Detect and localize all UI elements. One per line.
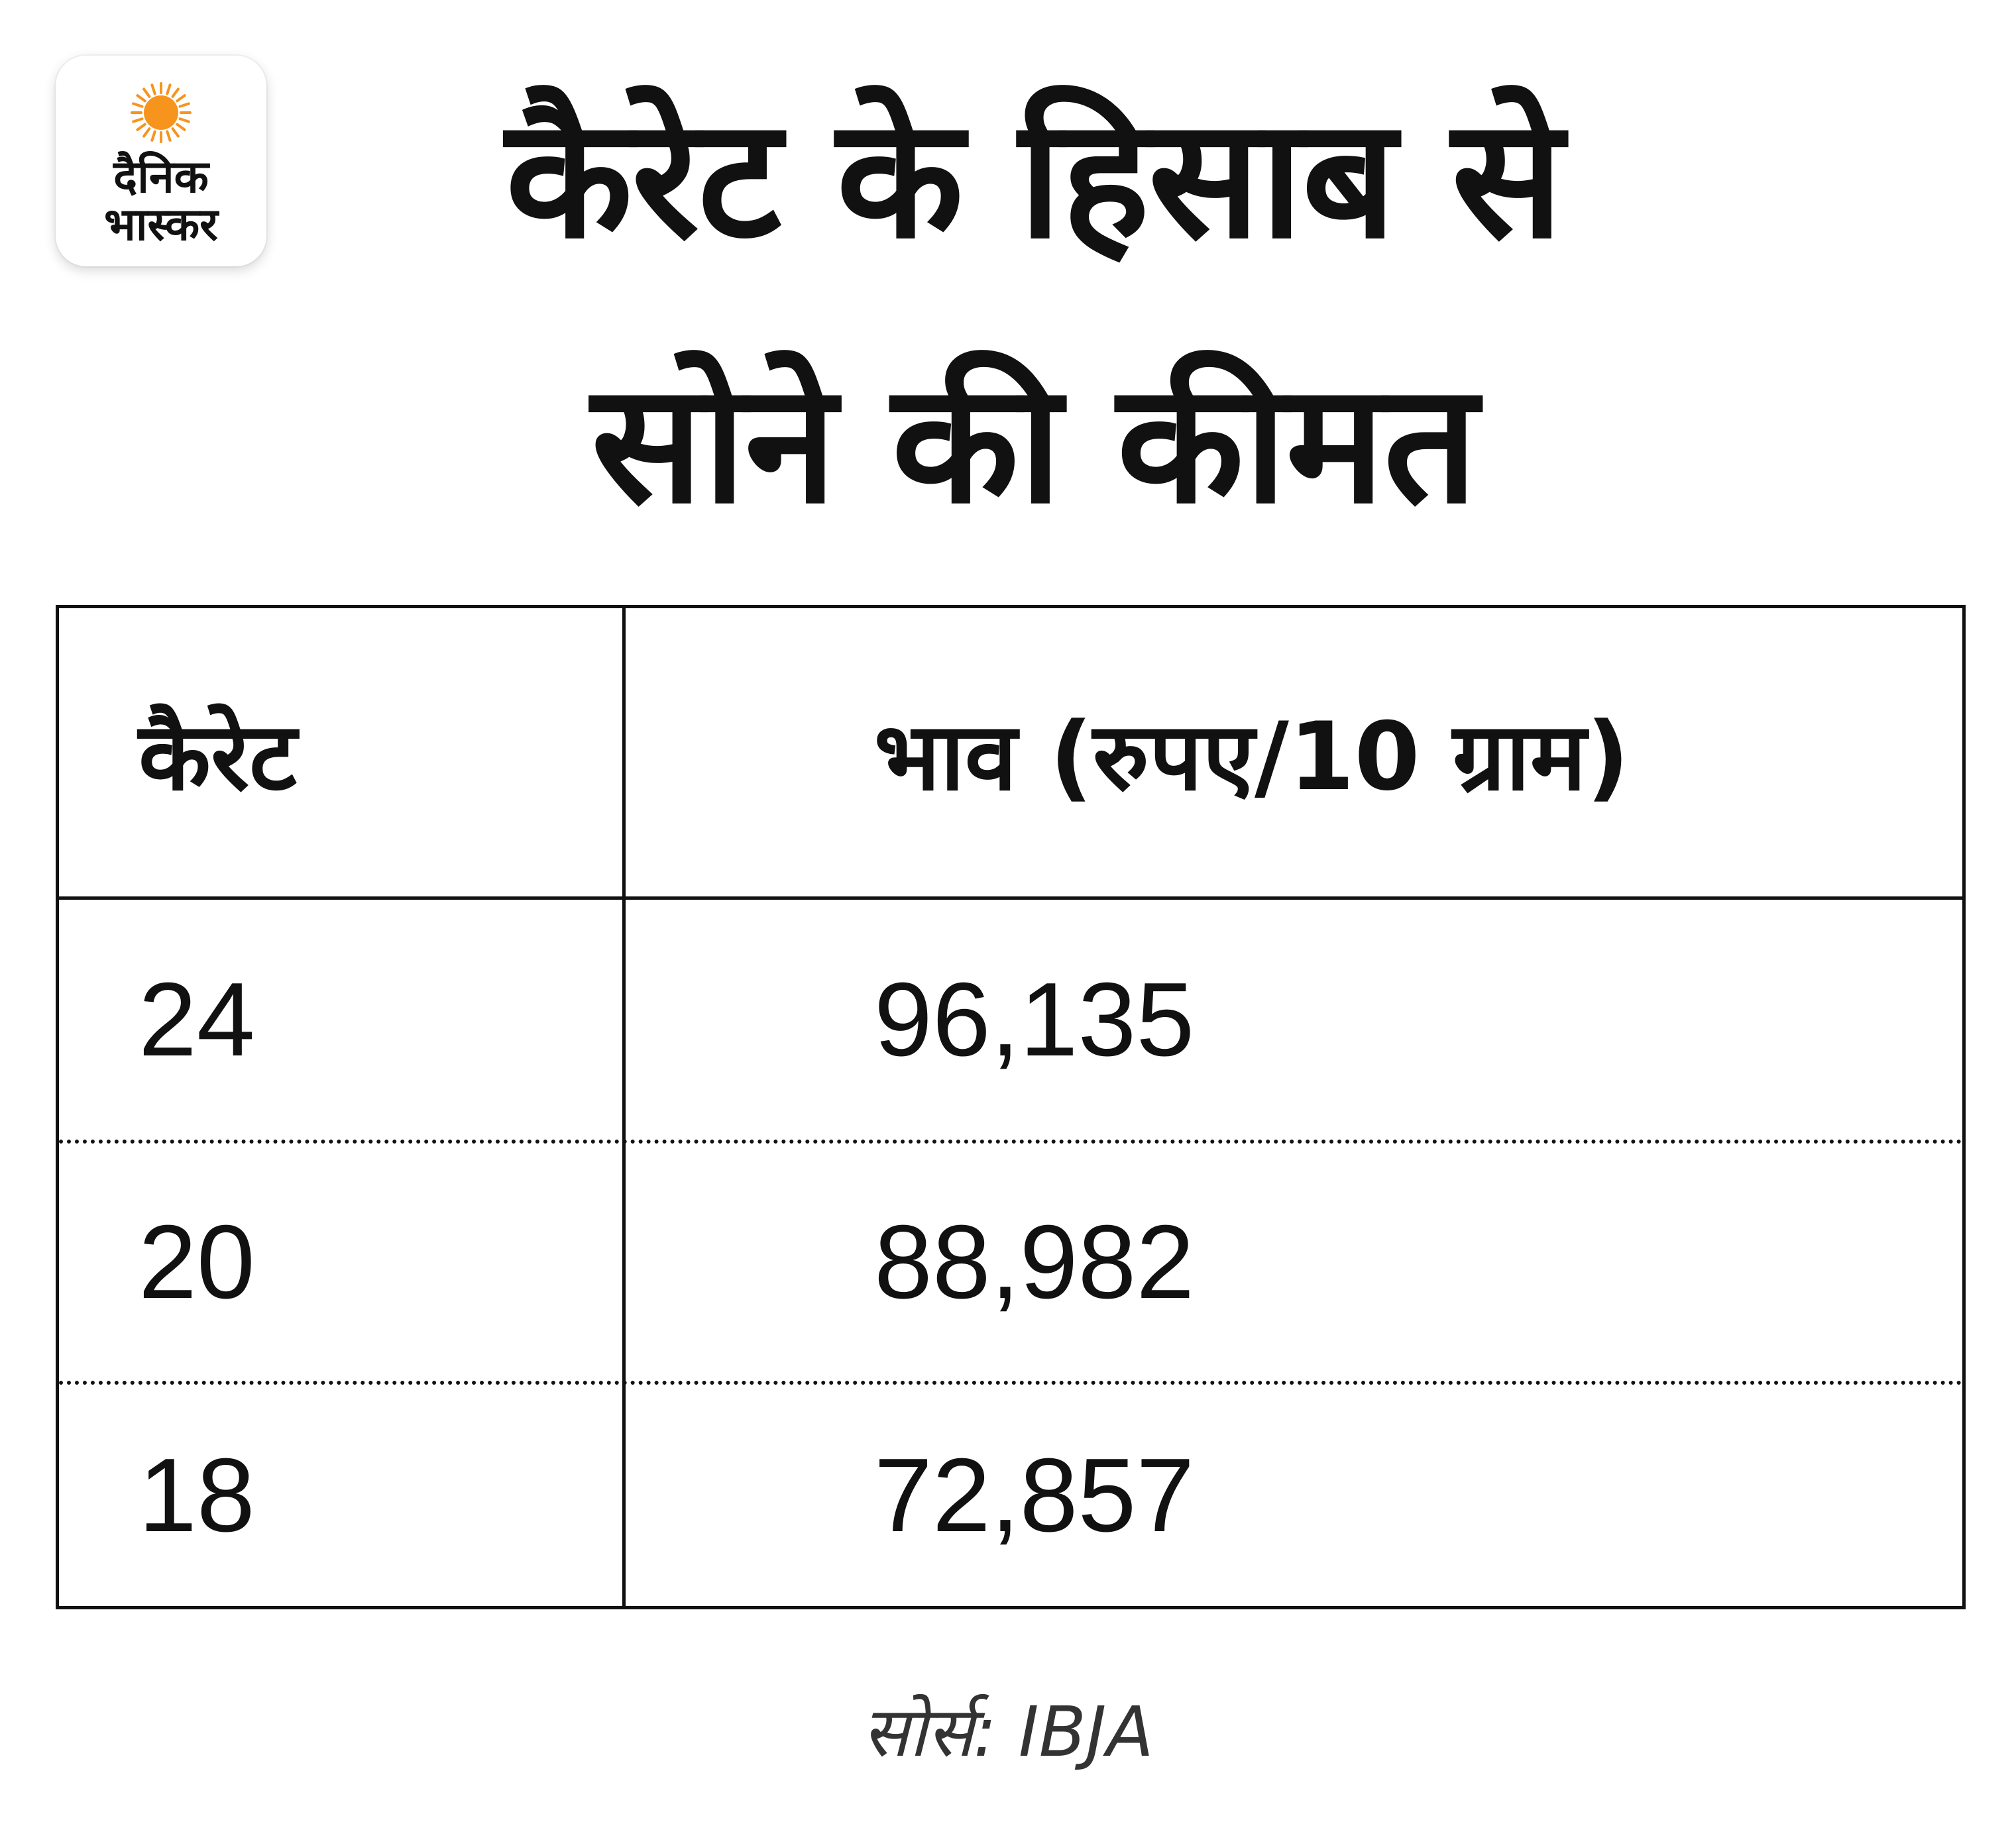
sun-icon [131,82,192,143]
sun-ray [176,94,186,103]
price-cell: 88,982 [874,1203,1195,1320]
carat-cell: 20 [139,1203,255,1320]
header-carat: कैरेट [139,702,297,812]
table-row: 18 72,857 [59,1385,1962,1606]
carat-cell: 18 [139,1436,255,1554]
chart-title-line2: सोने की कीमत [590,347,1478,540]
logo-text-dainik: दैनिक [113,151,209,203]
table-row: 20 88,982 [59,1144,1962,1385]
logo-text-bhaskar: भास्कर [104,199,218,251]
sun-ray [150,130,156,142]
chart-title-line1: कैरेट के हिसाब से [505,82,1563,275]
sun-ray [132,102,144,108]
sun-ray [176,123,186,131]
sun-ray [171,87,180,98]
table-header-row: कैरेट भाव (रुपए/10 ग्राम) [59,608,1962,900]
table-row: 24 96,135 [59,900,1962,1144]
sun-ray [166,130,172,142]
sun-ray [136,94,146,103]
sun-ray [166,83,172,95]
sun-ray [142,127,151,138]
chart-title: कैरेट के हिसाब से सोने की कीमत [278,46,1789,576]
sun-ray [132,117,144,123]
column-divider [622,608,626,1606]
header-price: भाव (रुपए/10 ग्राम) [874,702,1630,812]
price-cell: 96,135 [874,961,1195,1078]
carat-cell: 24 [139,961,255,1078]
dainik-bhaskar-logo: दैनिक भास्कर [56,56,266,266]
sun-ray [178,102,190,108]
price-table: कैरेट भाव (रुपए/10 ग्राम) 24 96,135 20 8… [56,605,1966,1609]
source-note: सोर्स: IBJA [862,1691,1154,1772]
sun-ray [142,87,151,98]
price-cell: 72,857 [874,1436,1195,1554]
sun-ray [136,123,146,131]
sun-ray [178,117,190,123]
sun-ray [171,127,180,138]
sun-ray [150,83,156,95]
